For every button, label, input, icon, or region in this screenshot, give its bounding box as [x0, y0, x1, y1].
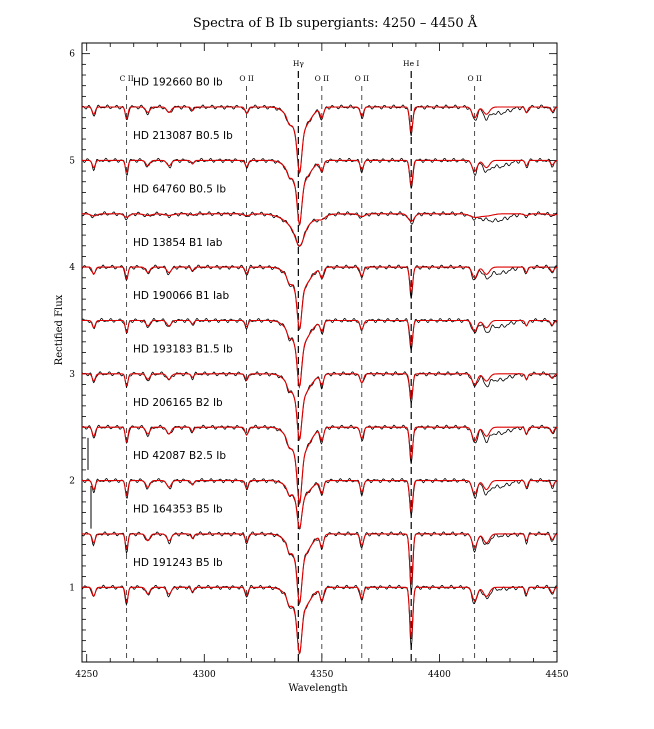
series-label: HD 193183 B1.5 Ib: [133, 344, 233, 356]
spectrum-model: [82, 266, 558, 331]
line-marker-label: O II: [467, 74, 481, 83]
y-tick-label: 5: [69, 156, 75, 166]
x-tick-label: 4400: [428, 670, 451, 680]
line-marker-label: Hγ: [293, 59, 305, 68]
spectrum-model: [82, 319, 558, 388]
y-tick-label: 4: [69, 263, 75, 273]
y-tick-label: 1: [69, 583, 75, 593]
spectrum-model: [82, 480, 558, 530]
series-label: HD 13854 B1 Iab: [133, 237, 223, 249]
spectrum-model: [82, 426, 558, 506]
series-label: HD 213087 B0.5 Ib: [133, 130, 233, 142]
series-label: HD 64760 B0.5 Ib: [133, 183, 226, 195]
y-tick-label: 3: [69, 370, 75, 380]
x-tick-label: 4450: [546, 670, 569, 680]
series-label: HD 190066 B1 Iab: [133, 290, 229, 302]
spectrum-observed: [81, 424, 558, 503]
line-marker-label: C II: [120, 74, 134, 83]
series-label: HD 42087 B2.5 Ib: [133, 450, 226, 462]
spectrum-model: [82, 213, 558, 247]
series-label: HD 192660 B0 Ib: [133, 77, 223, 89]
series-label: HD 164353 B5 Ib: [133, 504, 223, 516]
spectrum-model: [82, 373, 558, 442]
series-label: HD 191243 B5 Ib: [133, 557, 223, 569]
series-label: HD 206165 B2 Ib: [133, 397, 223, 409]
chart-title: Spectra of B Ib supergiants: 4250 – 4450…: [193, 15, 478, 31]
line-marker-label: O II: [239, 74, 253, 83]
line-marker-label: O II: [355, 74, 369, 83]
x-tick-label: 4300: [193, 670, 216, 680]
line-marker-label: O II: [315, 74, 329, 83]
x-tick-label: 4350: [310, 670, 333, 680]
spectrum-model: [82, 586, 558, 655]
x-axis-label: Wavelength: [288, 683, 348, 694]
spectrum-model: [82, 159, 558, 226]
x-tick-label: 4250: [75, 670, 98, 680]
spectrum-model: [82, 533, 558, 605]
line-marker-label: He I: [403, 59, 419, 68]
spectrum-model: [82, 106, 558, 175]
y-tick-label: 2: [69, 477, 75, 487]
y-axis-label: Rectified Flux: [54, 294, 65, 365]
plot-area: 4250 4300 4350 4400 4450 1 2 3 4 5 6 C II O II Hγ O II…: [69, 42, 569, 680]
y-tick-label: 6: [69, 50, 75, 60]
